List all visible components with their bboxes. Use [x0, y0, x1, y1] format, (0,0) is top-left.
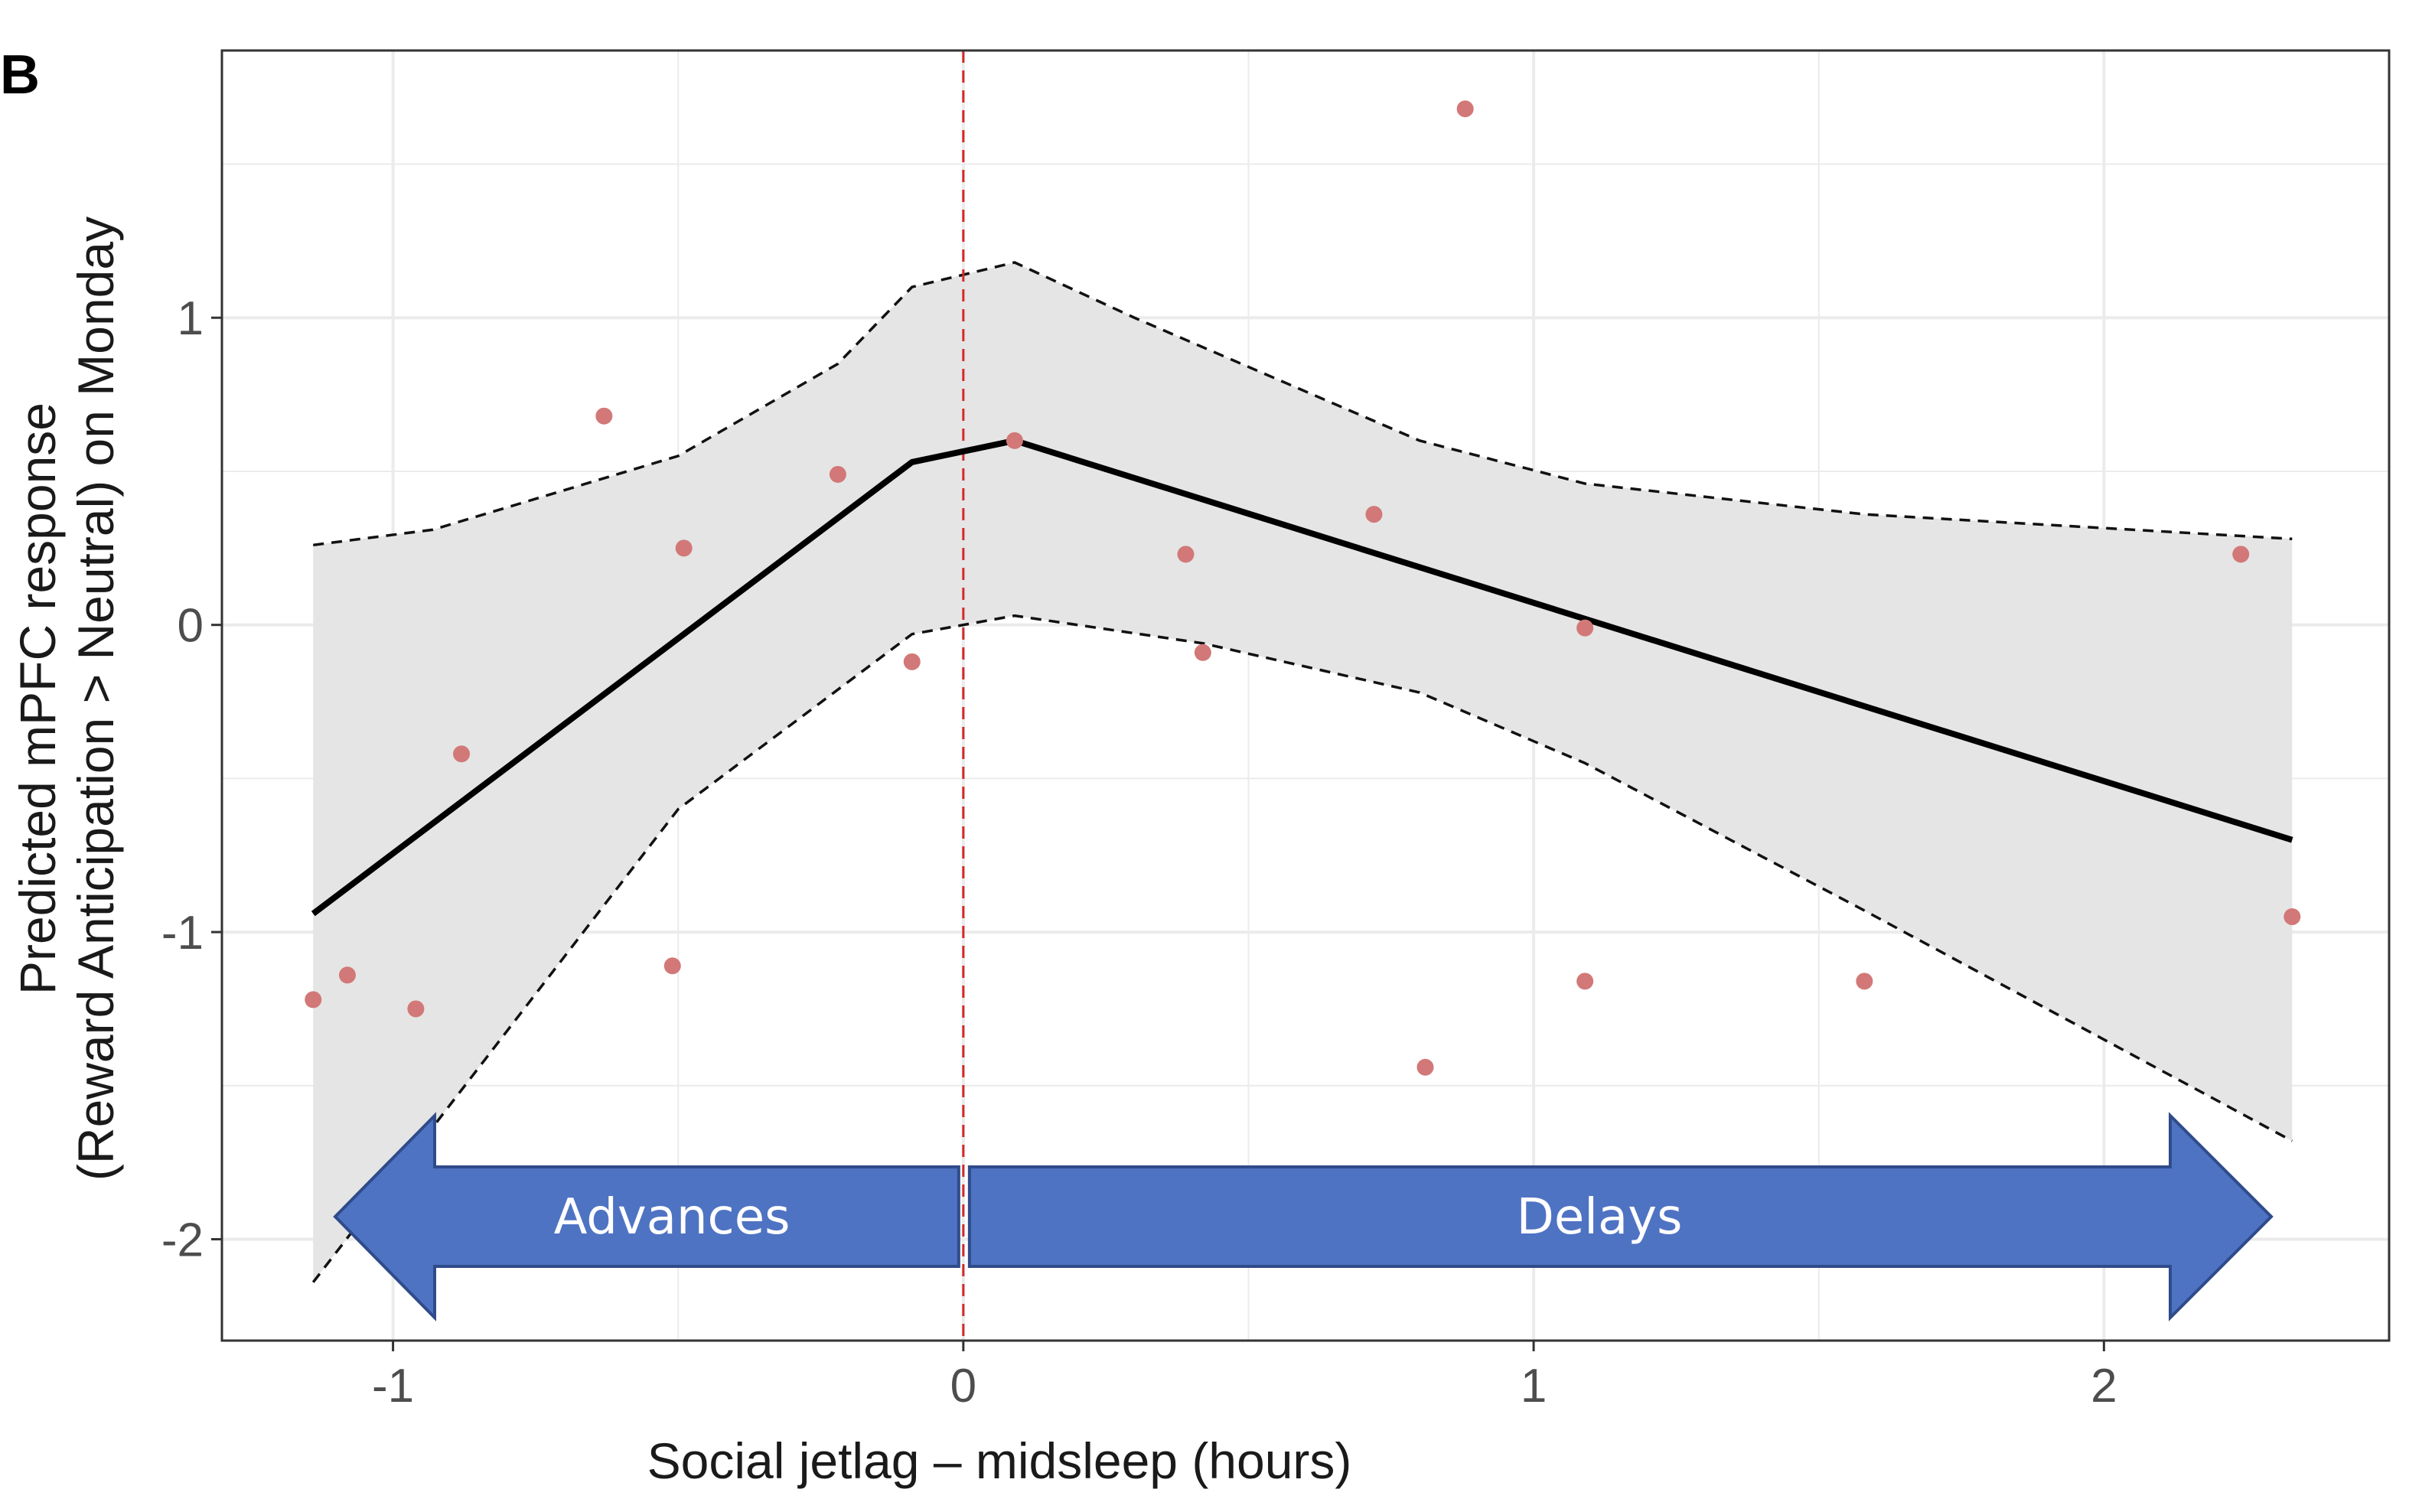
data-point: [1576, 973, 1594, 990]
x-tick-label: -1: [372, 1360, 414, 1413]
advances-label: Advances: [554, 1189, 791, 1246]
data-point: [903, 653, 921, 670]
data-point: [829, 465, 846, 483]
y-tick-label: 1: [178, 292, 204, 345]
confidence-ribbon: [313, 262, 2293, 1282]
advances-arrow: [333, 1112, 960, 1321]
y-axis-ticks: -2 -1 0 1: [161, 292, 222, 1267]
data-point: [1856, 973, 1873, 990]
delays-label: Delays: [1517, 1189, 1683, 1246]
fit-line: [311, 437, 2293, 917]
data-point: [663, 957, 681, 975]
ci-lower-line: [311, 614, 2293, 1283]
y-tick-label: -1: [161, 907, 204, 960]
x-axis-ticks: -1 0 1 2: [372, 1341, 2117, 1413]
panel-label: B: [0, 44, 40, 106]
data-point: [338, 966, 356, 984]
data-point: [1194, 644, 1211, 661]
y-axis-title-line2: (Reward Anticipation > Neutral) on Monda…: [67, 217, 124, 1181]
y-tick-label: 0: [178, 600, 204, 653]
data-point: [1456, 100, 1474, 118]
x-tick-label: 2: [2091, 1360, 2117, 1413]
data-point: [1006, 432, 1023, 449]
confidence-band: [311, 261, 2293, 1283]
data-point: [453, 745, 471, 763]
panel-border: [220, 49, 2391, 1342]
data-point: [1177, 546, 1195, 563]
data-points: [305, 100, 2301, 1076]
data-point: [407, 1000, 425, 1018]
data-point: [1576, 619, 1594, 637]
x-tick-label: 1: [1521, 1360, 1547, 1413]
x-tick-label: 0: [950, 1360, 976, 1413]
fit-line-layer: [311, 437, 2293, 917]
data-point: [2232, 546, 2250, 563]
direction-arrows: Advances Delays: [333, 1112, 2274, 1321]
data-point: [595, 407, 613, 425]
data-point: [305, 991, 322, 1009]
y-tick-label: -2: [161, 1214, 204, 1267]
data-point: [675, 539, 693, 557]
data-point: [2283, 908, 2301, 926]
y-axis-title-line1: Predicted mPFC response: [9, 402, 66, 995]
delays-arrow: [967, 1112, 2274, 1321]
ci-upper-line: [313, 261, 2293, 547]
x-axis-title: Social jetlag – midsleep (hours): [647, 1432, 1352, 1489]
data-point: [1365, 506, 1383, 523]
data-point: [1416, 1058, 1434, 1076]
